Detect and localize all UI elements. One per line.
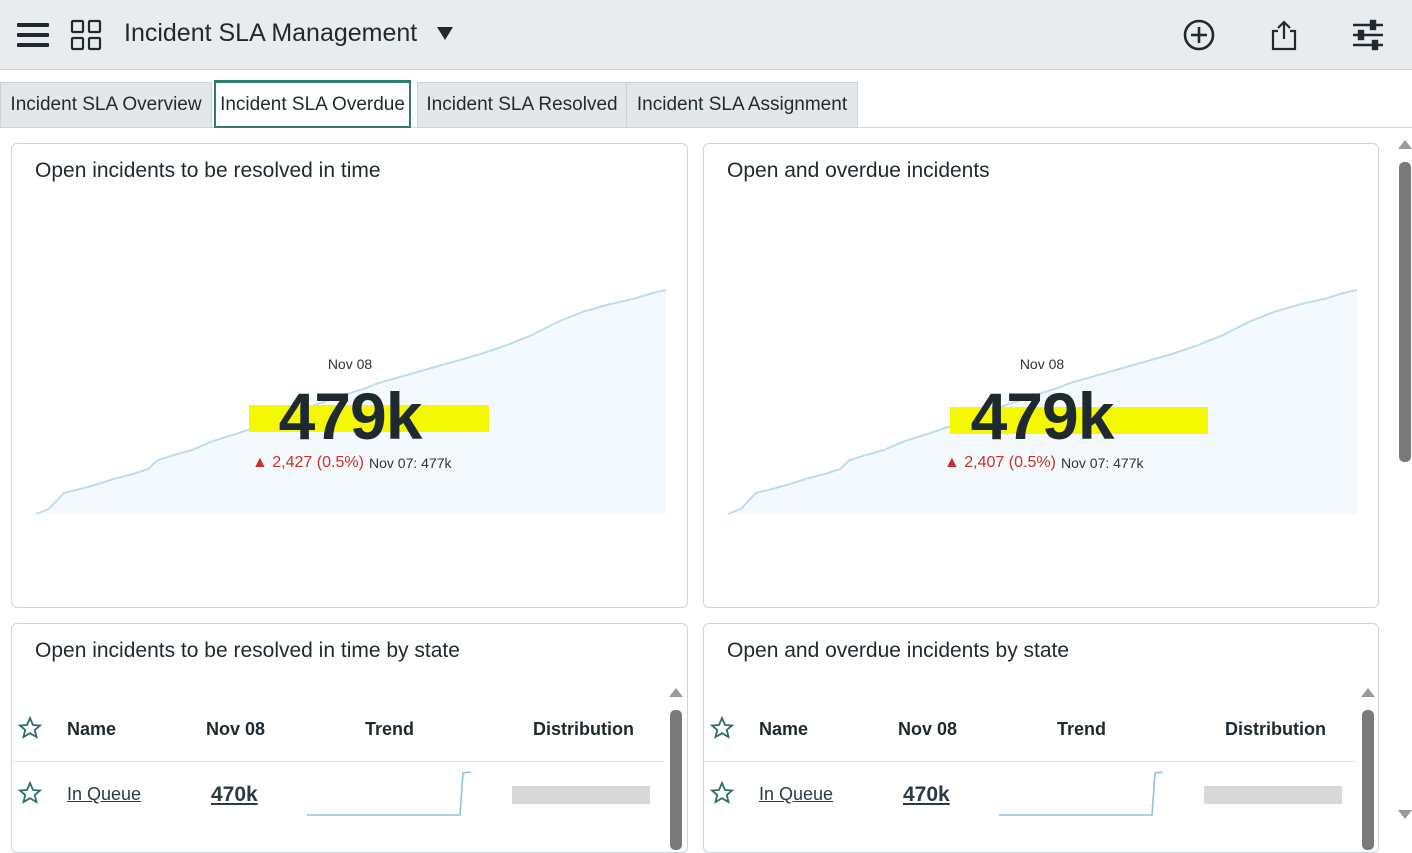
tab-incident-sla-resolved[interactable]: Incident SLA Resolved bbox=[417, 82, 627, 128]
row-name-link[interactable]: In Queue bbox=[759, 784, 834, 804]
star-icon[interactable] bbox=[17, 780, 43, 810]
kpi-previous: Nov 07: 477k bbox=[369, 455, 452, 471]
table-card-resolved-in-time-by-state: Open incidents to be resolved in time by… bbox=[11, 623, 688, 853]
sliders-icon[interactable] bbox=[1348, 0, 1388, 70]
sparkline-line bbox=[727, 289, 1358, 515]
column-header-name[interactable]: Name bbox=[759, 719, 809, 739]
chevron-down-icon[interactable] bbox=[437, 27, 453, 40]
column-header-distribution: Distribution bbox=[533, 719, 634, 739]
table-scrollbar[interactable] bbox=[670, 710, 682, 850]
column-header-distribution: Distribution bbox=[1225, 719, 1326, 739]
trend-sparkline bbox=[307, 771, 472, 816]
highlight-mark bbox=[249, 405, 489, 432]
kpi-previous: Nov 07: 477k bbox=[1061, 455, 1144, 471]
row-divider bbox=[12, 761, 664, 762]
page-scrollbar[interactable] bbox=[1399, 162, 1411, 462]
table-scrollbar[interactable] bbox=[1362, 710, 1374, 850]
sparkline-line bbox=[35, 289, 667, 515]
tab-incident-sla-overview[interactable]: Incident SLA Overview bbox=[0, 82, 212, 128]
kpi-date: Nov 08 bbox=[1019, 356, 1065, 372]
star-icon[interactable] bbox=[709, 715, 735, 745]
star-icon[interactable] bbox=[709, 780, 735, 810]
column-header-trend: Trend bbox=[1057, 719, 1107, 739]
dashboard-tabs: Incident SLA Overview Incident SLA Overd… bbox=[0, 80, 1412, 128]
tab-incident-sla-assignment[interactable]: Incident SLA Assignment bbox=[626, 82, 858, 128]
kpi-value[interactable]: 479k bbox=[970, 379, 1115, 453]
page-scroll-up-arrow[interactable] bbox=[1398, 140, 1412, 149]
add-circle-icon[interactable] bbox=[1180, 0, 1218, 70]
row-value-link[interactable]: 470k bbox=[211, 783, 258, 806]
distribution-bar bbox=[512, 786, 650, 804]
sparkline-chart bbox=[35, 289, 667, 515]
table-card-open-overdue-by-state: Open and overdue incidents by state Name… bbox=[703, 623, 1379, 853]
card-title: Open and overdue incidents by state bbox=[727, 639, 1070, 662]
column-header-trend: Trend bbox=[365, 719, 415, 739]
row-name-link[interactable]: In Queue bbox=[67, 784, 142, 804]
kpi-change: ▲ 2,407 (0.5%) bbox=[944, 454, 1056, 471]
kpi-card-resolved-in-time[interactable]: Open incidents to be resolved in time No… bbox=[11, 143, 688, 608]
kpi-card-open-overdue[interactable]: Open and overdue incidents Nov 08 479k ▲… bbox=[703, 143, 1379, 608]
page-scroll-down-arrow[interactable] bbox=[1398, 810, 1412, 819]
row-value-link[interactable]: 470k bbox=[903, 783, 950, 806]
menu-icon[interactable] bbox=[14, 0, 52, 70]
kpi-date: Nov 08 bbox=[327, 356, 373, 372]
column-header-date[interactable]: Nov 08 bbox=[206, 719, 266, 739]
page-title: Incident SLA Management bbox=[124, 19, 418, 47]
distribution-bar bbox=[1204, 786, 1342, 804]
column-header-date[interactable]: Nov 08 bbox=[898, 719, 958, 739]
card-title: Open incidents to be resolved in time bbox=[35, 159, 381, 182]
card-title: Open and overdue incidents bbox=[727, 159, 990, 182]
kpi-change: ▲ 2,427 (0.5%) bbox=[252, 454, 364, 471]
row-divider bbox=[704, 761, 1356, 762]
sparkline-chart bbox=[727, 289, 1358, 515]
star-icon[interactable] bbox=[17, 715, 43, 745]
trend-sparkline bbox=[999, 771, 1164, 816]
highlight-mark bbox=[950, 407, 1208, 434]
column-header-name[interactable]: Name bbox=[67, 719, 117, 739]
tab-incident-sla-overdue[interactable]: Incident SLA Overdue bbox=[214, 80, 411, 128]
kpi-value[interactable]: 479k bbox=[278, 379, 423, 453]
top-bar: Incident SLA Management bbox=[0, 0, 1412, 70]
scroll-up-arrow[interactable] bbox=[1361, 688, 1375, 697]
sparkline-area bbox=[36, 290, 666, 514]
grid-icon[interactable] bbox=[68, 0, 104, 70]
scroll-up-arrow[interactable] bbox=[669, 688, 683, 697]
sparkline-area bbox=[728, 290, 1357, 514]
card-title: Open incidents to be resolved in time by… bbox=[35, 639, 460, 662]
share-icon[interactable] bbox=[1266, 0, 1302, 70]
